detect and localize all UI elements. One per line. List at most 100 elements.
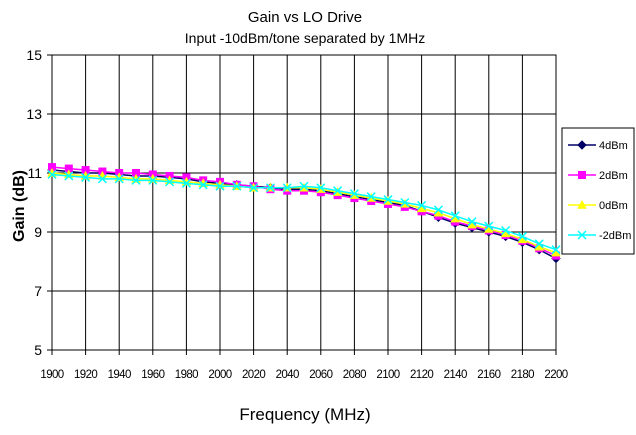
data-point	[148, 175, 158, 185]
data-point	[282, 183, 292, 193]
data-point-stroke	[114, 174, 124, 184]
data-point	[400, 197, 410, 208]
x-tick-label: 2060	[309, 369, 332, 381]
data-point	[366, 192, 376, 202]
legend-label: 2dBm	[599, 170, 628, 182]
data-point-stroke	[249, 183, 259, 193]
chart-subtitle: Input -10dBm/tone separated by 1MHz	[185, 30, 425, 46]
y-axis-ticks: 5 7 9 11 13 15	[26, 47, 52, 358]
data-point	[577, 140, 587, 150]
data-point-stroke	[400, 197, 410, 208]
data-point	[131, 175, 141, 185]
data-point-stroke	[501, 225, 511, 236]
legend-label: -2dBm	[599, 230, 631, 242]
data-point	[215, 181, 225, 191]
data-point	[517, 231, 527, 241]
x-tick-label: 2000	[208, 369, 231, 381]
y-tick-label: 11	[27, 165, 42, 181]
chart-title: Gain vs LO Drive	[248, 9, 362, 26]
data-point-stroke	[97, 174, 107, 184]
x-tick-label: 2160	[477, 369, 500, 381]
legend-label: 4dBm	[599, 140, 628, 152]
data-point	[81, 172, 91, 182]
data-point-stroke	[165, 177, 175, 187]
x-axis-ticks: 1900 1920 1940 1960 1980 2000 2020 2040 2060 2080…	[40, 350, 568, 381]
data-point-stroke	[81, 172, 91, 182]
data-point	[316, 183, 326, 193]
plot-background	[51, 54, 557, 351]
data-point	[299, 181, 309, 191]
x-tick-label: 1980	[175, 369, 198, 381]
data-point	[97, 174, 107, 184]
legend-label: 0dBm	[599, 200, 628, 212]
data-point-stroke	[265, 183, 275, 193]
x-axis-label: Frequency (MHz)	[239, 405, 370, 424]
y-tick-label: 13	[26, 106, 42, 122]
data-point	[551, 245, 561, 255]
x-tick-label: 2040	[276, 369, 299, 381]
data-point	[433, 205, 443, 215]
data-point	[198, 180, 208, 190]
data-point-stroke	[577, 230, 587, 240]
x-tick-label: 2100	[376, 369, 399, 381]
data-point	[450, 211, 460, 221]
data-point	[484, 221, 494, 231]
data-point-stroke	[450, 211, 460, 221]
x-tick-label: 1960	[141, 369, 164, 381]
data-point	[64, 171, 74, 181]
y-axis-label: Gain (dB)	[11, 170, 28, 242]
plot-area	[51, 54, 557, 351]
data-point-stroke	[333, 186, 343, 196]
data-point-stroke	[316, 183, 326, 193]
data-point-stroke	[47, 169, 57, 180]
data-point-stroke	[181, 178, 191, 188]
data-point	[577, 199, 587, 209]
data-point	[232, 181, 242, 191]
x-tick-label: 2120	[410, 369, 433, 381]
legend-item: 4dBm	[568, 140, 628, 152]
data-point	[578, 171, 586, 179]
data-point-stroke	[534, 239, 544, 249]
data-point-stroke	[349, 189, 359, 199]
data-point-stroke	[433, 205, 443, 215]
series-group	[47, 163, 561, 264]
data-point-stroke	[148, 175, 158, 185]
x-tick-label: 2180	[511, 369, 534, 381]
data-point	[265, 183, 275, 193]
y-tick-label: 9	[34, 224, 42, 240]
legend-item: 2dBm	[568, 170, 628, 182]
x-tick-label: 1900	[40, 369, 63, 381]
data-point-stroke	[417, 200, 427, 210]
x-tick-label: 2140	[444, 369, 467, 381]
data-point-stroke	[64, 171, 74, 181]
x-tick-label: 2020	[242, 369, 265, 381]
data-point-stroke	[484, 221, 494, 231]
y-tick-label: 7	[34, 283, 42, 299]
data-point	[47, 169, 57, 180]
data-point	[501, 225, 511, 236]
data-point-stroke	[551, 245, 561, 255]
data-point-stroke	[366, 192, 376, 202]
data-point	[349, 189, 359, 199]
data-point	[249, 183, 259, 193]
data-point-stroke	[517, 231, 527, 241]
data-point	[577, 230, 587, 240]
data-point	[467, 217, 477, 227]
data-point	[333, 186, 343, 196]
grid-lines	[51, 54, 557, 351]
legend: 4dBm 2dBm 0dBm -2dBm	[561, 127, 635, 255]
data-point	[534, 239, 544, 249]
data-point	[114, 174, 124, 184]
legend-item: -2dBm	[568, 230, 631, 242]
y-tick-label: 5	[34, 342, 42, 358]
data-point-stroke	[282, 183, 292, 193]
x-tick-label: 2080	[343, 369, 366, 381]
data-point-stroke	[198, 180, 208, 190]
data-point	[165, 177, 175, 187]
x-tick-label: 2200	[544, 369, 567, 381]
data-point	[417, 200, 427, 210]
data-point-stroke	[131, 175, 141, 185]
x-tick-label: 1920	[74, 369, 97, 381]
